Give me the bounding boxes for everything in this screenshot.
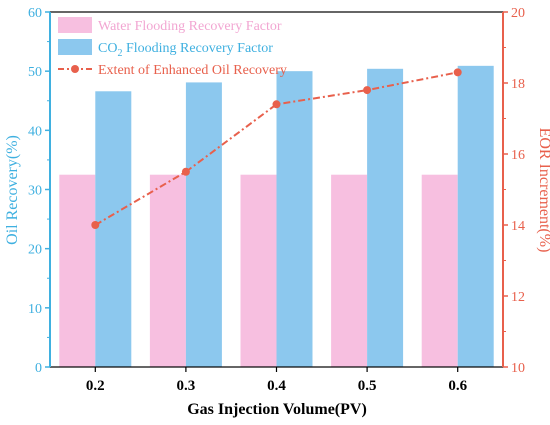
- eor-point-0.2: [91, 221, 100, 229]
- bar-water-0.3: [149, 174, 186, 367]
- legend-label-water: Water Flooding Recovery Factor: [98, 19, 282, 34]
- bar-co2-0.3: [185, 82, 222, 368]
- bar-water-0.5: [331, 174, 368, 367]
- left-tick-label: 60: [28, 6, 42, 21]
- right-tick-label: 14: [511, 219, 525, 234]
- bar-co2-0.4: [276, 71, 313, 368]
- eor-point-0.4: [272, 100, 281, 109]
- eor-point-0.5: [363, 86, 372, 95]
- right-tick-label: 18: [511, 77, 525, 92]
- left-tick-label: 10: [28, 302, 42, 317]
- right-tick-label: 20: [511, 6, 525, 21]
- left-tick-label: 40: [28, 124, 42, 139]
- bar-water-0.6: [421, 174, 458, 367]
- legend: Water Flooding Recovery Factor CO2 Floodi…: [58, 17, 287, 78]
- line-layer: [91, 68, 462, 229]
- left-tick-label: 30: [28, 184, 42, 199]
- left-tick-label: 50: [28, 65, 42, 80]
- legend-label-co2: CO2 Flooding Recovery Factor: [98, 41, 273, 59]
- bar-water-0.4: [240, 174, 277, 367]
- legend-label-subscript: 2: [117, 48, 122, 59]
- legend-swatch-co2: [58, 39, 92, 55]
- bar-co2-0.5: [367, 68, 404, 368]
- x-tick-label: 0.5: [358, 378, 377, 394]
- eor-point-0.6: [453, 68, 462, 77]
- x-tick-label: 0.6: [448, 378, 467, 394]
- x-tick-label: 0.4: [267, 378, 286, 394]
- eor-point-0.3: [181, 167, 190, 176]
- bar-co2-0.2: [95, 91, 132, 368]
- right-tick-label: 10: [511, 361, 525, 376]
- right-tick-label: 16: [511, 148, 525, 163]
- right-y-axis: 10 12 14 16 18 20: [502, 6, 525, 376]
- legend-swatch-water: [58, 17, 92, 33]
- x-tick-label: 0.2: [86, 378, 105, 394]
- y-axis-right-title: EOR Increment(%): [536, 128, 550, 253]
- bar-water-0.2: [59, 174, 96, 367]
- left-y-axis: 0 10 20 30 40 50 60: [28, 6, 51, 376]
- x-tick-label: 0.3: [177, 378, 196, 394]
- left-tick-label: 0: [35, 361, 42, 376]
- right-tick-label: 12: [511, 290, 525, 305]
- legend-label-part: CO: [98, 41, 117, 56]
- legend-label-eor: Extent of Enhanced Oil Recovery: [98, 63, 287, 78]
- y-axis-left-title: Oil Recovery(%): [4, 135, 21, 245]
- eor-line: [94, 71, 458, 226]
- bars-layer: [59, 65, 494, 368]
- left-tick-label: 20: [28, 243, 42, 258]
- legend-marker-eor: [71, 65, 79, 73]
- x-axis-title: Gas Injection Volume(PV): [187, 401, 367, 418]
- bar-co2-0.6: [457, 65, 494, 367]
- legend-label-part: Flooding Recovery Factor: [122, 41, 273, 56]
- x-axis: 0.2 0.3 0.4 0.5 0.6: [86, 367, 468, 394]
